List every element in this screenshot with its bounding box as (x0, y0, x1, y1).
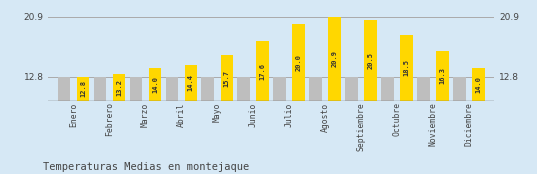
Bar (129, 77, 142, 101)
Bar (436, 51, 449, 101)
Bar (345, 77, 358, 101)
Text: 18.5: 18.5 (403, 59, 410, 76)
Bar (273, 77, 286, 101)
Bar (77, 77, 89, 101)
Bar (221, 55, 233, 101)
Bar (364, 20, 377, 101)
Text: 20.5: 20.5 (367, 52, 374, 69)
Bar (453, 77, 466, 101)
Bar (185, 65, 197, 101)
Text: 15.7: 15.7 (224, 70, 230, 87)
Bar (113, 74, 125, 101)
Text: 13.2: 13.2 (116, 79, 122, 96)
Text: Temperaturas Medias en montejaque: Temperaturas Medias en montejaque (43, 162, 249, 172)
Text: 14.0: 14.0 (152, 76, 158, 93)
Bar (257, 41, 269, 101)
Bar (400, 35, 413, 101)
Bar (292, 24, 305, 101)
Text: 17.6: 17.6 (260, 63, 266, 80)
Text: 12.8: 12.8 (80, 80, 86, 97)
Text: 14.0: 14.0 (475, 76, 481, 93)
Bar (93, 77, 106, 101)
Text: 16.3: 16.3 (439, 67, 446, 84)
Bar (149, 68, 161, 101)
Text: 20.0: 20.0 (296, 54, 302, 71)
Text: 14.4: 14.4 (188, 74, 194, 91)
Bar (165, 77, 178, 101)
Bar (328, 17, 341, 101)
Bar (472, 68, 485, 101)
Bar (381, 77, 394, 101)
Bar (201, 77, 214, 101)
Bar (417, 77, 430, 101)
Bar (57, 77, 70, 101)
Bar (237, 77, 250, 101)
Text: 20.9: 20.9 (332, 50, 338, 68)
Bar (309, 77, 322, 101)
